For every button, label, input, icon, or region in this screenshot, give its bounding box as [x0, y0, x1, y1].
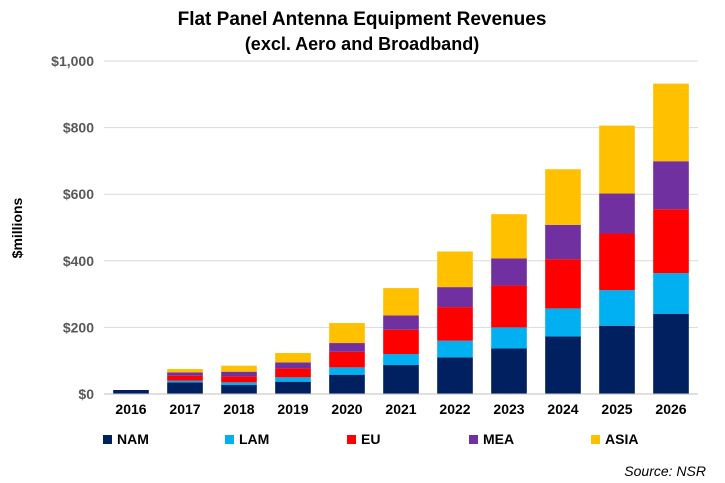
bars — [113, 83, 689, 394]
bar-mea-2026 — [653, 161, 689, 210]
bar-eu-2019 — [275, 368, 311, 378]
x-tick-label: 2021 — [385, 401, 416, 417]
bar-mea-2024 — [545, 224, 581, 260]
bar-asia-2017 — [167, 369, 203, 373]
x-axis-ticks: 2016 2017 2018 2019 2020 2021 2022 2023 2024 2025… — [115, 401, 686, 417]
gridlines — [104, 60, 698, 328]
y-axis-ticks: $0 $200 $400 $600 $800 $1,000 — [51, 53, 94, 402]
x-tick-label: 2018 — [223, 401, 254, 417]
bar-nam-2025 — [599, 325, 635, 394]
y-tick-label: $200 — [63, 319, 94, 335]
legend-swatch-mea — [469, 435, 478, 444]
y-tick-label: $400 — [63, 253, 94, 269]
y-axis-label: $millions — [9, 197, 25, 258]
chart-title: Flat Panel Antenna Equipment Revenues — [178, 9, 547, 30]
bar-eu-2022 — [437, 307, 473, 341]
bar-mea-2023 — [491, 258, 527, 286]
bar-lam-2025 — [599, 290, 635, 326]
bar-asia-2019 — [275, 353, 311, 363]
bar-nam-2019 — [275, 381, 311, 394]
x-tick-label: 2025 — [601, 401, 632, 417]
y-tick-label: $600 — [63, 186, 94, 202]
bar-nam-2022 — [437, 357, 473, 394]
bar-lam-2026 — [653, 273, 689, 314]
bar-mea-2022 — [437, 287, 473, 308]
legend-swatch-nam — [103, 435, 112, 444]
bar-eu-2017 — [167, 375, 203, 381]
bar-lam-2021 — [383, 354, 419, 366]
bar-eu-2025 — [599, 233, 635, 291]
bar-eu-2018 — [221, 376, 257, 383]
legend: NAM LAM EU MEA ASIA — [103, 431, 638, 447]
legend-swatch-asia — [591, 435, 600, 444]
x-tick-label: 2020 — [331, 401, 362, 417]
bar-nam-2018 — [221, 385, 257, 394]
bar-nam-2021 — [383, 365, 419, 394]
bar-asia-2025 — [599, 125, 635, 194]
bar-nam-2017 — [167, 382, 203, 394]
bar-lam-2018 — [221, 382, 257, 386]
bar-nam-2020 — [329, 374, 365, 394]
bar-lam-2023 — [491, 327, 527, 349]
chart-subtitle: (excl. Aero and Broadband) — [245, 34, 479, 54]
source-note: Source: NSR — [624, 463, 706, 479]
bar-nam-2024 — [545, 336, 581, 394]
bar-mea-2025 — [599, 193, 635, 234]
bar-nam-2023 — [491, 348, 527, 394]
legend-label-asia: ASIA — [605, 431, 638, 447]
bar-mea-2018 — [221, 371, 257, 377]
bar-mea-2021 — [383, 315, 419, 330]
bar-eu-2024 — [545, 259, 581, 309]
legend-swatch-eu — [347, 435, 356, 444]
x-tick-label: 2026 — [655, 401, 686, 417]
bar-lam-2017 — [167, 380, 203, 383]
bar-mea-2019 — [275, 362, 311, 369]
x-tick-label: 2016 — [115, 401, 146, 417]
bar-asia-2023 — [491, 214, 527, 259]
bar-asia-2020 — [329, 323, 365, 344]
bar-eu-2023 — [491, 285, 527, 328]
legend-label-eu: EU — [361, 431, 380, 447]
x-tick-label: 2017 — [169, 401, 200, 417]
x-tick-label: 2022 — [439, 401, 470, 417]
bar-lam-2019 — [275, 377, 311, 382]
bar-asia-2026 — [653, 83, 689, 162]
bar-lam-2020 — [329, 367, 365, 375]
bar-asia-2022 — [437, 251, 473, 288]
x-tick-label: 2023 — [493, 401, 524, 417]
legend-label-lam: LAM — [239, 431, 269, 447]
legend-label-nam: NAM — [117, 431, 149, 447]
bar-eu-2026 — [653, 209, 689, 274]
y-tick-label: $800 — [63, 120, 94, 136]
bar-eu-2021 — [383, 329, 419, 355]
legend-swatch-lam — [225, 435, 234, 444]
bar-nam-2026 — [653, 313, 689, 394]
bar-eu-2020 — [329, 351, 365, 368]
bar-nam-2016 — [113, 390, 149, 394]
bar-asia-2018 — [221, 365, 257, 372]
x-tick-label: 2024 — [547, 401, 578, 417]
bar-lam-2022 — [437, 340, 473, 358]
y-tick-label: $0 — [78, 386, 94, 402]
bar-asia-2021 — [383, 288, 419, 316]
bar-mea-2017 — [167, 372, 203, 376]
bar-mea-2020 — [329, 343, 365, 352]
bar-asia-2024 — [545, 169, 581, 225]
bar-lam-2024 — [545, 308, 581, 337]
legend-label-mea: MEA — [483, 431, 514, 447]
x-tick-label: 2019 — [277, 401, 308, 417]
y-tick-label: $1,000 — [51, 53, 94, 69]
